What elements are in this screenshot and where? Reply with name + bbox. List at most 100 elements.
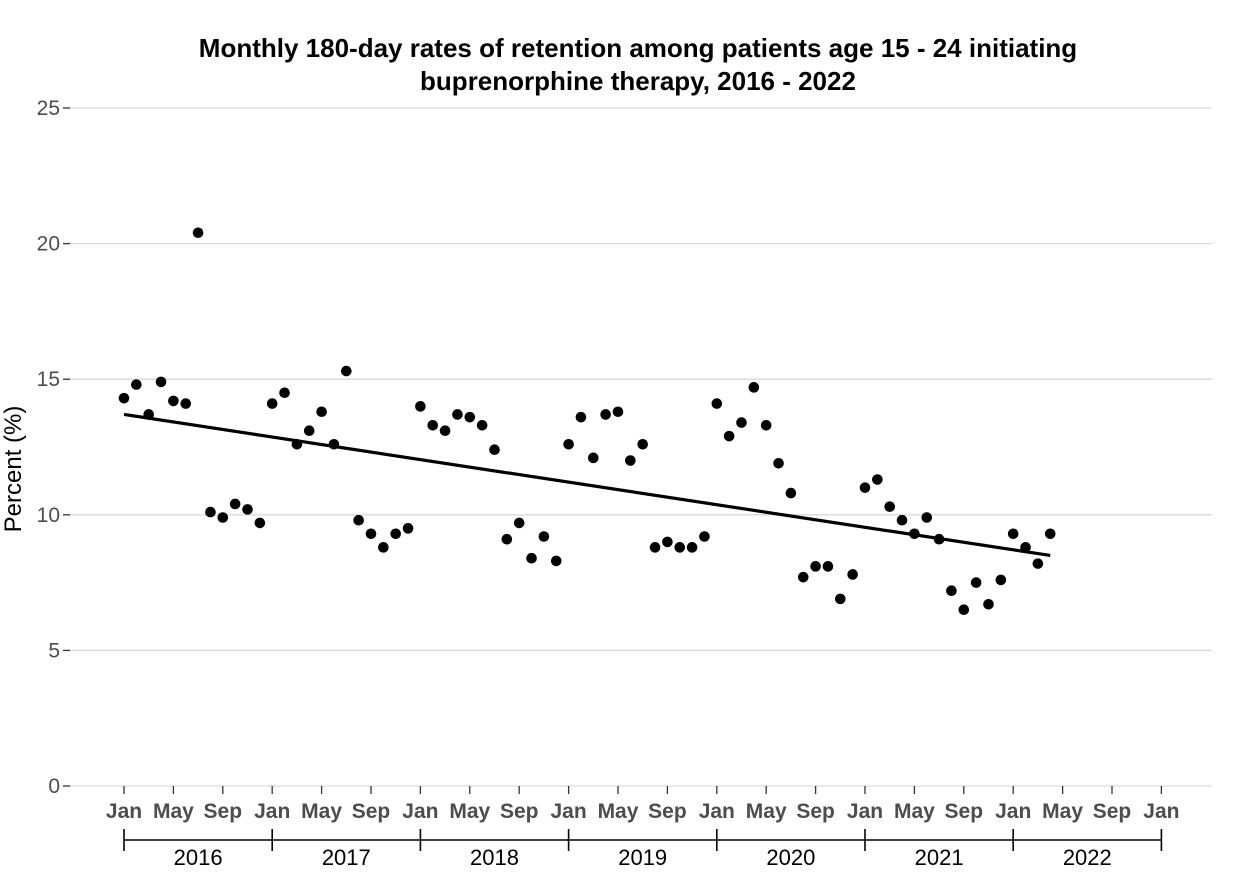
data-points xyxy=(118,227,1056,616)
data-point-2017-06 xyxy=(328,438,340,450)
xtick-month-label: Jan xyxy=(402,800,438,823)
data-point-2020-07 xyxy=(785,487,797,499)
data-point-2020-05 xyxy=(760,420,772,431)
year-label-2021: 2021 xyxy=(915,845,964,870)
data-point-2016-05 xyxy=(168,395,179,407)
data-point-2017-12 xyxy=(402,523,414,534)
data-point-2016-03 xyxy=(143,409,154,420)
year-label-2019: 2019 xyxy=(618,845,667,870)
data-point-2020-03 xyxy=(736,417,747,428)
y-axis-ticks: 0 5 10 15 20 25 xyxy=(37,97,70,798)
data-point-2020-01 xyxy=(711,398,723,409)
year-label-2020: 2020 xyxy=(766,845,815,870)
xtick-month-label: Jan xyxy=(847,800,883,823)
data-point-2021-03 xyxy=(884,501,895,512)
data-point-2018-08 xyxy=(501,533,513,545)
data-point-2021-05 xyxy=(909,528,920,540)
data-point-2022-04 xyxy=(1044,528,1056,540)
trend-line-group xyxy=(123,412,1051,558)
trend-line xyxy=(123,412,1051,558)
data-point-2021-10 xyxy=(970,577,982,588)
xtick-month-label: Sep xyxy=(1093,800,1132,823)
data-point-2019-01 xyxy=(563,438,574,450)
xtick-month-label: Jan xyxy=(1143,800,1179,823)
xtick-month-label: May xyxy=(746,800,787,823)
xtick-month-label: Sep xyxy=(796,800,835,823)
data-point-2018-01 xyxy=(415,401,426,412)
data-point-2022-02 xyxy=(1020,542,1031,553)
data-point-2020-09 xyxy=(810,561,821,572)
data-point-2021-09 xyxy=(958,604,970,616)
xtick-month-label: Jan xyxy=(699,800,735,823)
year-label-2017: 2017 xyxy=(322,845,371,870)
data-point-2016-12 xyxy=(254,517,266,529)
xtick-month-label: May xyxy=(449,800,490,823)
data-point-2016-08 xyxy=(205,506,216,518)
data-point-2019-06 xyxy=(625,455,636,466)
data-point-2016-10 xyxy=(229,498,241,510)
data-point-2016-06 xyxy=(180,398,192,409)
data-point-2018-04 xyxy=(452,409,463,420)
data-point-2019-09 xyxy=(662,536,673,548)
xtick-month-label: Sep xyxy=(945,800,984,823)
data-point-2018-05 xyxy=(464,411,476,423)
data-point-2020-10 xyxy=(822,561,834,572)
x-axis: Jan May Sep Jan May Sep Jan May Sep Jan May Sep Jan M… xyxy=(106,786,1179,870)
xtick-month-label: Sep xyxy=(204,800,243,823)
data-point-2018-02 xyxy=(427,420,439,431)
xtick-month-label: May xyxy=(153,800,194,823)
data-point-2020-08 xyxy=(797,571,809,583)
xtick-month-label: Jan xyxy=(551,800,587,823)
xtick-month-label: Sep xyxy=(500,800,539,823)
data-point-2016-02 xyxy=(131,379,142,390)
ytick-label-20: 20 xyxy=(37,233,60,256)
data-point-2020-12 xyxy=(847,569,858,580)
data-point-2020-11 xyxy=(835,593,846,605)
data-point-2021-01 xyxy=(859,482,871,493)
data-point-2017-11 xyxy=(390,528,402,540)
data-point-2018-11 xyxy=(538,531,550,542)
data-point-2017-08 xyxy=(353,514,364,526)
data-point-2018-09 xyxy=(513,517,525,529)
data-point-2016-11 xyxy=(242,504,253,515)
data-point-2021-07 xyxy=(933,533,945,545)
data-point-2017-01 xyxy=(266,398,278,409)
data-point-2016-07 xyxy=(192,227,204,239)
data-point-2019-05 xyxy=(612,406,624,418)
data-point-2019-10 xyxy=(674,542,686,553)
ytick-label-25: 25 xyxy=(37,97,60,120)
data-point-2017-10 xyxy=(378,542,389,553)
data-point-2017-04 xyxy=(303,425,315,437)
data-point-2019-02 xyxy=(575,411,587,423)
year-label-2016: 2016 xyxy=(174,845,223,870)
data-point-2018-10 xyxy=(526,552,537,564)
data-point-2019-04 xyxy=(600,409,611,420)
xtick-month-label: Jan xyxy=(106,800,142,823)
data-point-2020-06 xyxy=(773,457,784,469)
data-point-2021-12 xyxy=(995,574,1007,586)
data-point-2019-12 xyxy=(699,531,710,542)
data-point-2020-04 xyxy=(748,382,760,393)
xtick-month-label: Sep xyxy=(352,800,391,823)
data-point-2019-07 xyxy=(637,438,648,450)
xtick-month-label: May xyxy=(894,800,935,823)
data-point-2019-03 xyxy=(588,452,599,464)
xtick-month-label: May xyxy=(301,800,342,823)
xtick-month-label: May xyxy=(598,800,639,823)
xtick-month-label: Sep xyxy=(648,800,687,823)
data-point-2022-03 xyxy=(1032,558,1044,569)
data-point-2017-05 xyxy=(316,406,327,418)
data-point-2018-03 xyxy=(439,425,451,437)
data-point-2017-07 xyxy=(341,365,352,377)
xtick-month-label: Jan xyxy=(995,800,1031,823)
data-point-2017-03 xyxy=(291,438,303,450)
data-point-2021-02 xyxy=(872,474,883,485)
data-point-2016-01 xyxy=(118,392,130,404)
data-point-2016-09 xyxy=(217,512,229,523)
data-point-2019-08 xyxy=(649,542,661,553)
data-point-2018-06 xyxy=(476,420,488,431)
data-point-2022-01 xyxy=(1007,528,1019,540)
gridlines xyxy=(70,107,1212,787)
